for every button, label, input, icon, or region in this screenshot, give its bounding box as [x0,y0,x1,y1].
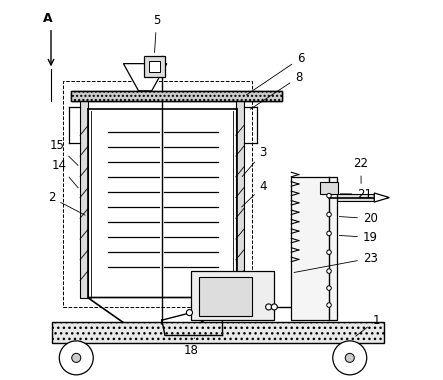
Bar [70,91,282,101]
Text: 23: 23 [294,252,378,272]
Bar [80,101,88,298]
Circle shape [327,303,331,307]
Text: A: A [43,12,53,25]
Text: 20: 20 [339,212,378,225]
Text: 19: 19 [339,231,378,244]
Bar [63,81,252,307]
Polygon shape [374,193,389,202]
Text: 21: 21 [341,188,372,201]
Circle shape [327,231,331,236]
Bar [52,322,384,343]
Polygon shape [124,63,167,91]
Bar [199,277,252,317]
Text: 4: 4 [241,180,267,207]
Bar [291,177,337,320]
Text: 22: 22 [354,157,369,184]
Bar [191,271,274,320]
Text: 5: 5 [153,14,160,52]
Bar [144,56,165,77]
Text: 1: 1 [356,314,380,336]
Circle shape [187,310,192,316]
Circle shape [59,341,93,375]
Circle shape [327,286,331,290]
Circle shape [327,212,331,217]
Text: 8: 8 [250,71,303,109]
Circle shape [327,250,331,255]
Text: 2: 2 [48,191,85,215]
Circle shape [345,353,354,363]
Circle shape [327,269,331,273]
Circle shape [72,353,81,363]
Text: 14: 14 [52,159,78,188]
Bar [329,194,374,201]
Circle shape [271,304,277,310]
Bar [70,91,282,101]
Bar [236,101,244,298]
Text: 3: 3 [242,146,267,177]
Circle shape [266,304,272,310]
Bar [319,182,338,194]
Text: 6: 6 [246,52,304,95]
Text: 15: 15 [50,138,78,165]
Text: 18: 18 [184,338,199,357]
Bar [149,61,159,72]
Circle shape [333,341,367,375]
Circle shape [327,193,331,198]
